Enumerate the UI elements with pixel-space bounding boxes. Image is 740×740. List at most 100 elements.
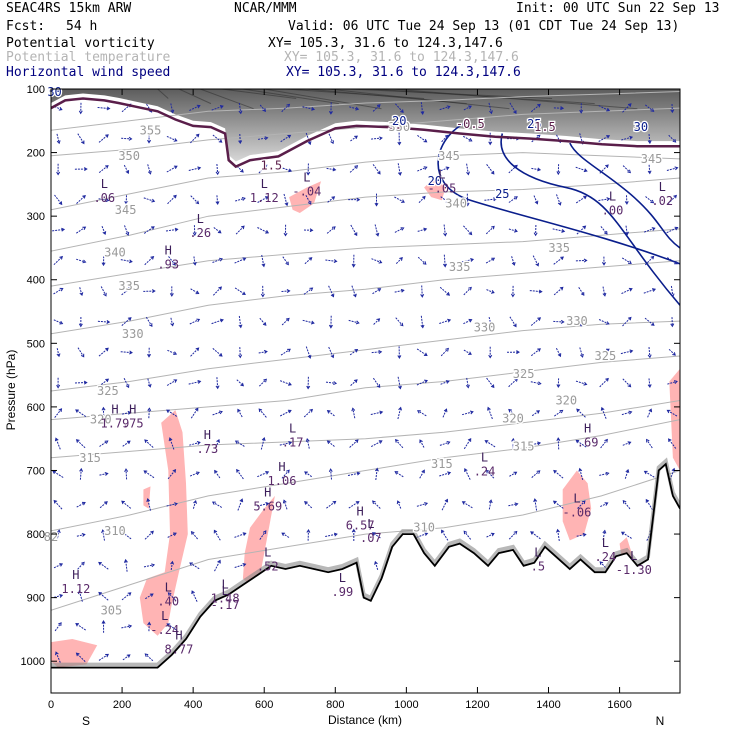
wind-vector (97, 320, 110, 323)
south-label: S (82, 714, 90, 728)
wind-vector-head (105, 378, 110, 383)
wind-vector-head (484, 440, 489, 444)
wind-vector-head (240, 382, 245, 387)
wind-vector (511, 256, 515, 266)
theta-label: 305 (101, 603, 123, 617)
wind-vector (668, 438, 677, 449)
wind-vector-head (647, 384, 652, 389)
wind-vector (76, 534, 85, 537)
wind-vector-head (58, 408, 63, 412)
theta-contours (51, 91, 680, 611)
terrain (51, 457, 680, 693)
wind-vector-head (265, 502, 270, 506)
x-tick-label: 1400 (536, 699, 560, 711)
wind-vector (397, 407, 402, 420)
wind-vector-head (468, 231, 473, 236)
wind-vector (191, 590, 198, 602)
wind-vector-head (371, 500, 376, 505)
wind-vector-head (622, 499, 627, 504)
wind-vector-head (309, 228, 314, 233)
wind-vector-head (579, 322, 584, 327)
wind-vector-head (444, 134, 449, 139)
wind-vector (279, 410, 292, 417)
wind-vector-head (489, 110, 493, 115)
wind-vector (530, 104, 541, 113)
wind-vector-head (559, 409, 564, 414)
wind-vector-head (195, 200, 200, 205)
stratosphere-band (51, 89, 680, 162)
wind-vector-head (374, 560, 378, 565)
wind-vector (598, 105, 610, 112)
wind-vector (234, 287, 246, 295)
wind-vector-head (354, 165, 359, 169)
wind-vector-head (263, 349, 268, 354)
wind-vector (330, 469, 332, 480)
theta-label: 325 (595, 349, 617, 363)
wind-vector (531, 410, 540, 417)
wind-vector-head (55, 651, 59, 656)
wind-vector (283, 193, 288, 206)
wind-vector (325, 381, 337, 384)
pv-extremum-value: -.04 (292, 185, 321, 199)
pv-extremum-kind: L (534, 546, 541, 560)
wind-vector-head (397, 141, 402, 146)
wind-vector-head (265, 230, 270, 234)
wind-vector (397, 500, 402, 509)
wind-vector-head (311, 106, 316, 111)
wind-vector-head (56, 384, 61, 389)
pv-extremum-value: -.06 (562, 506, 591, 520)
x-tick-label: 200 (113, 699, 131, 711)
wind-vector (53, 288, 63, 295)
wind-vector (575, 380, 587, 385)
wind-vector (443, 254, 446, 267)
wind-vector-head (79, 292, 84, 297)
wind-vector (148, 408, 150, 419)
wind-vector (166, 379, 177, 386)
pv-extremum-kind: L (609, 190, 616, 204)
wind-vector (212, 411, 223, 416)
wind-vector-head (463, 530, 468, 535)
wind-vector-head (579, 109, 584, 114)
wind-vector (101, 226, 106, 235)
pv-extremum-value: -.17 (211, 598, 240, 612)
wind-vector-head (465, 384, 470, 389)
wind-vector-head (123, 558, 128, 563)
wind-vector (304, 257, 313, 265)
wind-vector (625, 225, 628, 235)
pv-extremum-value: -1.30 (616, 563, 652, 577)
wind-vector (602, 530, 606, 541)
pv-extremum-kind: H (264, 485, 271, 499)
y-tick-label: 700 (27, 465, 45, 477)
wind-vector (325, 259, 337, 262)
wind-vector-head (399, 322, 404, 327)
wind-vector-head (422, 261, 427, 265)
wind-vector (79, 287, 83, 296)
wind-vector-head (537, 103, 541, 108)
wind-vector-head (510, 293, 515, 298)
forecast-label: Fcst: (6, 19, 46, 34)
wind-vector-head (58, 201, 63, 206)
wind-vector-head (375, 232, 380, 237)
wind-vector (394, 471, 404, 478)
wind-vector-head (236, 468, 240, 473)
wind-vector (441, 134, 449, 143)
wind-vector-head (191, 590, 195, 595)
wind-vector-head (397, 355, 402, 359)
wind-vector-head (423, 352, 428, 357)
wind-vector (552, 228, 565, 232)
wind-vector-head (219, 105, 224, 109)
wind-vector-head (378, 350, 383, 354)
wind-vector (622, 103, 632, 113)
wind-vector (350, 379, 358, 386)
wind-vector (214, 470, 221, 479)
wind-vector-head (580, 292, 585, 296)
pv-extremum-kind: L (630, 549, 637, 563)
wind-vector-head (419, 439, 423, 444)
wind-vector-head (75, 439, 80, 443)
wind-vector-head (101, 620, 106, 624)
wind-vector-head (195, 347, 200, 352)
wind-vector-head (217, 229, 222, 234)
wind-vector-head (330, 354, 335, 359)
wind-vector-head (127, 317, 132, 321)
wind-vector-head (647, 170, 652, 175)
